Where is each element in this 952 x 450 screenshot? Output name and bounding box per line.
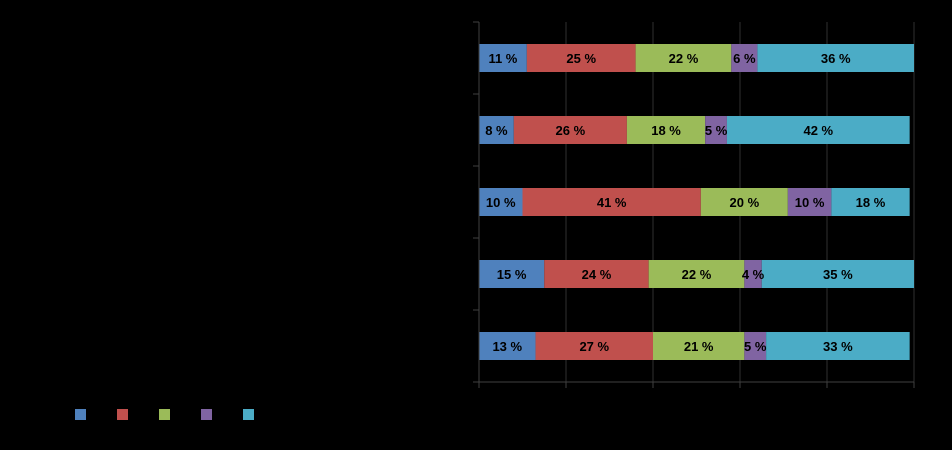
- data-label: 13 %: [492, 339, 522, 354]
- data-label: 33 %: [823, 339, 853, 354]
- data-label: 18 %: [856, 195, 886, 210]
- bar-segment-series-5: [726, 116, 910, 144]
- legend-swatch-series-4: [201, 409, 212, 420]
- bar-segment-series-5: [757, 44, 914, 72]
- bar-segment-series-1: [479, 332, 536, 360]
- legend: [75, 409, 254, 420]
- bar-segment-series-1: [479, 44, 527, 72]
- bar-segment-series-5: [761, 260, 914, 288]
- data-label: 35 %: [823, 267, 853, 282]
- bar-segment-series-2: [513, 116, 627, 144]
- data-label: 26 %: [556, 123, 586, 138]
- data-label: 10 %: [795, 195, 825, 210]
- legend-swatch-series-3: [159, 409, 170, 420]
- bar-segment-series-4: [744, 332, 767, 360]
- bar-segment-series-4: [744, 260, 762, 288]
- bar-segment-series-2: [522, 188, 701, 216]
- data-label: 36 %: [821, 51, 851, 66]
- data-label: 8 %: [485, 123, 508, 138]
- bar-segment-series-2: [535, 332, 653, 360]
- bar-segment-series-3: [653, 332, 745, 360]
- data-label: 10 %: [486, 195, 516, 210]
- data-label: 11 %: [488, 51, 517, 66]
- data-label: 5 %: [705, 123, 728, 138]
- data-label: 6 %: [733, 51, 756, 66]
- data-label: 22 %: [682, 267, 712, 282]
- legend-swatch-series-1: [75, 409, 86, 420]
- axes: [473, 21, 915, 388]
- data-label: 24 %: [582, 267, 612, 282]
- bar-segment-series-1: [479, 116, 514, 144]
- legend-swatch-series-2: [117, 409, 128, 420]
- bar-segment-series-3: [700, 188, 788, 216]
- data-label: 4 %: [742, 267, 765, 282]
- data-label: 27 %: [579, 339, 609, 354]
- data-label: 25 %: [566, 51, 596, 66]
- data-label: 18 %: [651, 123, 681, 138]
- bar-segment-series-5: [831, 188, 910, 216]
- data-label: 20 %: [730, 195, 760, 210]
- data-label: 15 %: [497, 267, 527, 282]
- bar-segment-series-3: [635, 44, 732, 72]
- bar-segment-series-5: [766, 332, 910, 360]
- data-label: 41 %: [597, 195, 627, 210]
- bar-segment-series-4: [731, 44, 758, 72]
- data-labels: 11 % 25 % 22 % 6 % 36 % 8 % 26 % 18 % 5 % 42 % 10 …: [485, 51, 886, 354]
- bar-segment-series-4: [787, 188, 832, 216]
- bar-group: [479, 44, 914, 360]
- bar-segment-series-2: [544, 260, 649, 288]
- bar-segment-series-3: [648, 260, 745, 288]
- bar-segment-series-4: [705, 116, 727, 144]
- data-label: 21 %: [684, 339, 714, 354]
- bar-segment-series-2: [526, 44, 636, 72]
- bar-segment-series-1: [479, 188, 523, 216]
- legend-swatch-series-5: [243, 409, 254, 420]
- data-label: 42 %: [803, 123, 833, 138]
- bar-segment-series-1: [479, 260, 545, 288]
- bar-segment-series-3: [626, 116, 706, 144]
- data-label: 22 %: [669, 51, 699, 66]
- data-label: 5 %: [744, 339, 767, 354]
